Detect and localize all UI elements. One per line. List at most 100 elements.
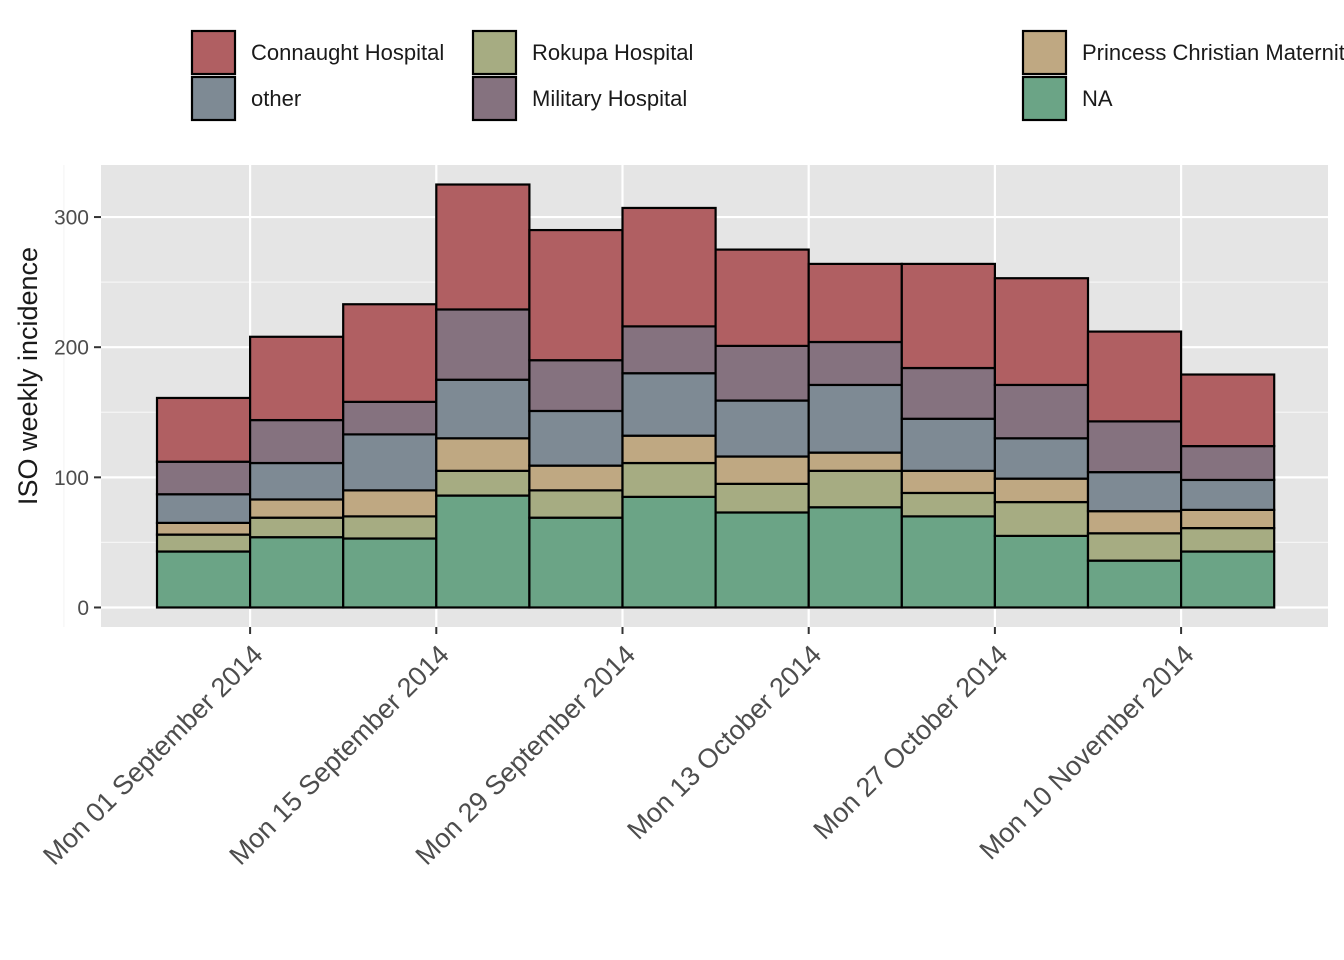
bar-segment	[435, 378, 531, 440]
bar-segment	[1179, 478, 1276, 511]
bar-segment	[528, 516, 624, 609]
bar-segment	[807, 451, 903, 472]
x-tick-label: Mon 13 October 2014	[621, 639, 827, 845]
bar-segment	[993, 500, 1090, 538]
bar-segment	[528, 409, 624, 467]
bar-segment	[714, 248, 810, 347]
bar-segment	[1179, 373, 1276, 448]
bar-segment	[900, 417, 996, 472]
bar-segment	[714, 455, 810, 485]
bar-segment	[1086, 510, 1183, 535]
bar-segment	[993, 437, 1090, 480]
y-axis: 0 100 200 300	[54, 207, 101, 620]
bar-segment	[249, 418, 345, 465]
bar-segment	[342, 515, 438, 540]
bar-segment	[1179, 508, 1276, 530]
bar-segment	[807, 506, 903, 609]
bar-segment	[528, 359, 624, 413]
y-tick-label: 100	[54, 467, 89, 490]
bar-segment	[1179, 526, 1276, 553]
bar-segment	[249, 335, 345, 422]
bar-segment	[621, 372, 717, 437]
legend-key	[190, 29, 237, 76]
y-tick-label: 200	[54, 337, 89, 360]
bar-segment	[249, 516, 345, 539]
bar-segment	[435, 469, 531, 497]
legend-key	[471, 29, 518, 76]
bar-segment	[1086, 330, 1183, 423]
y-tick-label: 300	[54, 207, 89, 230]
bar-segment	[155, 550, 252, 609]
x-tick-label: Mon 29 September 2014	[410, 639, 641, 870]
legend-key	[190, 75, 237, 122]
bar-segment	[807, 262, 903, 344]
bar-segment	[249, 461, 345, 501]
bar-segment	[155, 460, 252, 496]
bar-segment	[342, 400, 438, 436]
y-tick-label: 0	[77, 597, 89, 620]
bar-segment	[900, 366, 996, 420]
bar-segment	[993, 383, 1090, 440]
legend-label: Rokupa Hospital	[532, 40, 693, 65]
bar-segment	[900, 491, 996, 518]
bar-segment	[993, 277, 1090, 387]
bar-segment	[807, 469, 903, 509]
bar-segment	[1086, 420, 1183, 474]
bar-segment	[900, 469, 996, 495]
y-axis-title: ISO weekly incidence	[13, 247, 43, 505]
bar-segment	[342, 303, 438, 403]
bar-segment	[528, 228, 624, 362]
bar-segment	[714, 511, 810, 609]
x-tick-label: Mon 15 September 2014	[223, 639, 454, 870]
bar-segment	[435, 494, 531, 609]
legend-key	[471, 75, 518, 122]
bar-segment	[993, 477, 1090, 504]
bar-segment	[807, 340, 903, 387]
bar-segment	[435, 437, 531, 472]
bar-segment	[621, 325, 717, 375]
bar-segment	[1086, 532, 1183, 562]
bar-segment	[621, 434, 717, 465]
bar-segment	[621, 461, 717, 498]
bar-segment	[342, 433, 438, 492]
bar-segment	[807, 383, 903, 454]
legend-label: NA	[1082, 86, 1113, 111]
bar-segment	[900, 515, 996, 609]
bar-segment	[155, 521, 252, 536]
bar-segment	[155, 396, 252, 463]
bar-segment	[249, 536, 345, 609]
bar-segment	[993, 534, 1090, 609]
bar-segment	[714, 344, 810, 402]
bar-segment	[1086, 471, 1183, 513]
legend-label: other	[251, 86, 301, 111]
legend-label: Connaught Hospital	[251, 40, 444, 65]
bar-segment	[621, 495, 717, 609]
legend-key	[1021, 75, 1068, 122]
bars	[155, 183, 1276, 609]
bar-segment	[900, 262, 996, 370]
bar-segment	[342, 537, 438, 609]
bar-segment	[435, 308, 531, 381]
bar-segment	[621, 206, 717, 328]
bar-segment	[1179, 445, 1276, 482]
legend-label: Princess Christian Maternity Hospital (P…	[1082, 40, 1344, 65]
legend: Connaught Hospital other Rokupa Hospital Mi…	[190, 29, 1344, 122]
bar-segment	[714, 399, 810, 458]
bar-segment	[1086, 559, 1183, 609]
x-tick-label: Mon 01 September 2014	[37, 639, 268, 870]
legend-label: Military Hospital	[532, 86, 687, 111]
bar-segment	[249, 498, 345, 519]
bar-segment	[342, 489, 438, 518]
bar-segment	[1179, 550, 1276, 609]
bar-segment	[528, 489, 624, 519]
x-tick-label: Mon 27 October 2014	[808, 639, 1014, 845]
bar-segment	[155, 533, 252, 553]
bar-segment	[714, 482, 810, 514]
bar-segment	[155, 493, 252, 524]
legend-key	[1021, 29, 1068, 76]
bar-segment	[528, 464, 624, 492]
x-tick-label: Mon 10 November 2014	[974, 639, 1200, 865]
bar-segment	[435, 183, 531, 311]
